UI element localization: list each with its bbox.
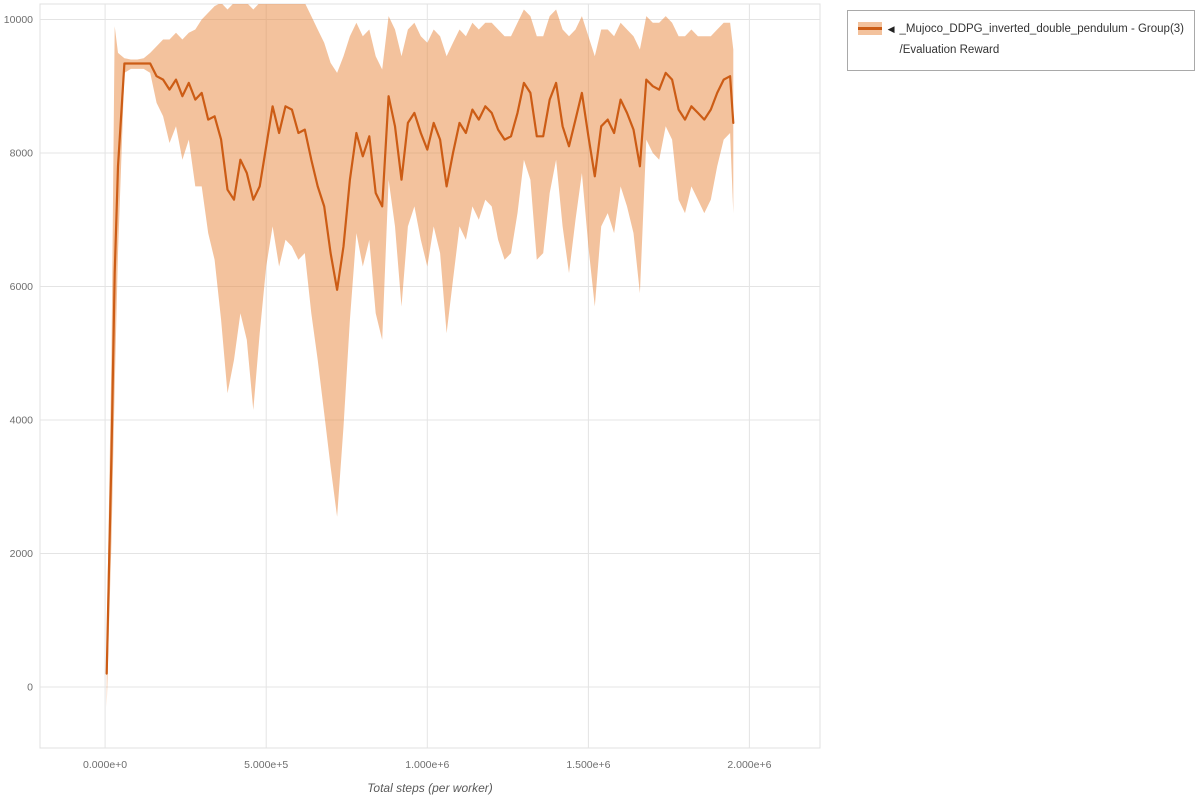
chart-svg[interactable]: 0 2000 4000 6000 8000 10000 0.000e+0 5.000e+5 1…	[0, 0, 830, 800]
x-tick-label: 2.000e+6	[727, 759, 771, 771]
y-tick-label: 4000	[10, 415, 34, 427]
line-swatch	[857, 27, 882, 30]
collapse-legend-icon[interactable]: ◀	[887, 24, 895, 34]
band-swatch	[857, 22, 882, 35]
x-tick-labels: 0.000e+0 5.000e+5 1.000e+6 1.500e+6 2.000e+6	[83, 759, 772, 771]
y-tick-label: 0	[27, 682, 33, 694]
y-tick-label: 8000	[10, 148, 34, 160]
mean-line	[105, 62, 735, 675]
x-tick-label: 0.000e+0	[83, 759, 127, 771]
legend-entry[interactable]: ◀ _Mujoco_DDPG_inverted_double_pendulum …	[857, 19, 1184, 60]
x-axis-label: Total steps (per worker)	[367, 781, 493, 795]
x-tick-label: 5.000e+5	[244, 759, 288, 771]
evaluation-reward-chart[interactable]: 0 2000 4000 6000 8000 10000 0.000e+0 5.000e+5 1…	[0, 0, 830, 800]
x-tick-label: 1.500e+6	[566, 759, 610, 771]
legend-series-swatch-icon	[857, 22, 882, 35]
y-tick-label: 2000	[10, 548, 34, 560]
y-tick-label: 10000	[4, 14, 33, 26]
legend-metric-label: /Evaluation Reward	[899, 43, 1000, 56]
legend-series-label: _Mujoco_DDPG_inverted_double_pendulum - …	[899, 23, 1184, 35]
x-tick-label: 1.000e+6	[405, 759, 449, 771]
legend: ◀ _Mujoco_DDPG_inverted_double_pendulum …	[846, 10, 1195, 72]
y-tick-labels: 0 2000 4000 6000 8000 10000	[4, 14, 33, 694]
confidence-band	[106, 4, 734, 707]
y-tick-label: 6000	[10, 281, 34, 293]
